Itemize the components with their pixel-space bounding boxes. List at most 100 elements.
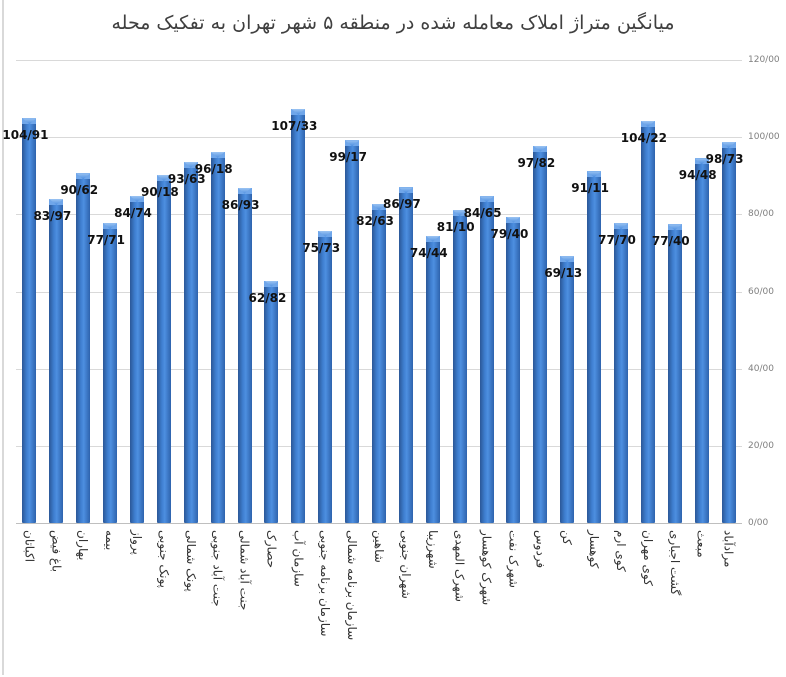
- data-label: 84/74: [114, 206, 152, 221]
- bar-cap-highlight: [614, 223, 628, 230]
- bar-cap-highlight: [398, 187, 413, 194]
- bar: [156, 175, 171, 523]
- bar-cap-highlight: [640, 120, 655, 127]
- data-label: 82/63: [356, 214, 394, 229]
- bar-cap-highlight: [318, 230, 333, 237]
- data-label: 90/62: [60, 183, 99, 198]
- bar: [264, 280, 279, 523]
- x-tick-label: باغ فیض: [49, 530, 64, 573]
- data-label: 77/40: [651, 234, 690, 249]
- gridline: [16, 60, 742, 61]
- bar: [130, 196, 144, 523]
- bar-cap-highlight: [22, 118, 37, 125]
- data-label: 74/44: [409, 245, 448, 260]
- bar: [210, 151, 225, 523]
- x-tick-label: شهرک المهدی: [452, 530, 467, 602]
- bar-cap-highlight: [345, 140, 360, 147]
- x-tick-label: بهاران: [76, 530, 91, 561]
- data-label: 96/18: [194, 161, 233, 176]
- bar-cap-highlight: [237, 187, 252, 194]
- bar: [372, 204, 386, 523]
- x-tick-label: سازمان برنامه جنوبی: [318, 530, 333, 637]
- data-label: 107/33: [271, 118, 318, 133]
- bar: [183, 161, 198, 523]
- y-tick-label: 80/00: [748, 209, 774, 220]
- bar: [614, 223, 628, 523]
- x-tick-label: اکباتان: [22, 530, 37, 563]
- bar: [560, 256, 575, 523]
- x-tick-label: سازمان برنامه شمالی: [345, 530, 360, 641]
- data-label: 75/73: [302, 240, 341, 255]
- bar: [237, 187, 252, 523]
- data-label: 83/97: [33, 209, 72, 224]
- data-label: 104/22: [620, 130, 667, 145]
- bar: [452, 210, 467, 523]
- x-tick-label: پونک جنوبی: [156, 530, 171, 589]
- bar: [425, 235, 440, 523]
- x-tick-label: بیمه: [103, 530, 118, 551]
- data-label: 90/18: [140, 185, 179, 200]
- bar-cap-highlight: [560, 256, 575, 263]
- bar: [76, 173, 91, 523]
- bar: [721, 142, 736, 523]
- y-tick-label: 120/00: [748, 55, 780, 65]
- x-axis-line: [16, 523, 742, 524]
- bar-cap-highlight: [479, 196, 494, 203]
- bar-cap-highlight: [156, 175, 171, 182]
- bar: [49, 199, 64, 523]
- bar-cap-highlight: [130, 196, 144, 203]
- bar-cap-highlight: [210, 151, 225, 158]
- x-tick-label: شهرک نفت: [506, 530, 521, 588]
- bar-cap-highlight: [694, 158, 709, 165]
- x-tick-label: پونک شمالی: [183, 530, 198, 592]
- data-label: 104/91: [2, 128, 49, 143]
- data-label: 97/82: [517, 155, 556, 170]
- bar: [479, 196, 494, 523]
- data-label: 98/73: [705, 152, 744, 167]
- bar: [22, 118, 37, 523]
- x-tick-label: حصارک: [264, 530, 279, 569]
- y-tick-label: 20/00: [748, 440, 774, 451]
- x-tick-label: کوی ارم: [614, 530, 628, 572]
- bar-cap-highlight: [264, 280, 279, 287]
- bar-cap-highlight: [667, 224, 682, 231]
- bar-cap-highlight: [76, 173, 91, 180]
- bar: [103, 223, 118, 523]
- data-label: 86/97: [382, 197, 421, 212]
- data-label: 77/70: [598, 233, 636, 248]
- x-tick-label: کوی مهران: [640, 530, 655, 586]
- data-label: 84/65: [463, 206, 502, 221]
- bar-cap-highlight: [452, 210, 467, 217]
- x-tick-label: کوهسار: [587, 530, 602, 569]
- bar-cap-highlight: [372, 204, 386, 211]
- x-tick-label: گشت اجباری: [667, 530, 682, 596]
- data-label: 79/40: [490, 226, 529, 241]
- bar: [345, 140, 360, 523]
- data-label: 91/11: [571, 181, 609, 196]
- y-tick-label: 0/00: [748, 518, 769, 528]
- y-tick-label: 100/00: [748, 132, 780, 143]
- x-tick-label: سازمان آب: [291, 530, 306, 587]
- bar: [587, 171, 602, 523]
- chart-title: میانگین متراژ املاک معامله شده در منطقه …: [111, 12, 675, 34]
- bar: [533, 145, 548, 523]
- bar: [640, 120, 655, 523]
- x-tick-label: جنت آباد شمالی: [237, 530, 252, 611]
- x-tick-label: پرواز: [130, 530, 144, 555]
- data-label: 69/13: [544, 266, 583, 281]
- x-tick-label: کن: [560, 530, 575, 545]
- bar-cap-highlight: [533, 145, 548, 152]
- y-tick-label: 40/00: [748, 363, 774, 374]
- data-label: 62/82: [248, 290, 287, 305]
- x-tick-label: شهرزیبا: [425, 530, 440, 569]
- bar: [291, 108, 306, 523]
- data-label: 86/93: [221, 197, 260, 212]
- x-tick-label: شهرک کوهسار: [479, 530, 494, 606]
- bar: [694, 158, 709, 523]
- bar: [318, 230, 333, 523]
- bar-cap-highlight: [721, 142, 736, 149]
- x-tick-label: جنت آباد جنوبی: [210, 530, 225, 607]
- bar-cap-highlight: [425, 235, 440, 242]
- gridline: [16, 137, 742, 139]
